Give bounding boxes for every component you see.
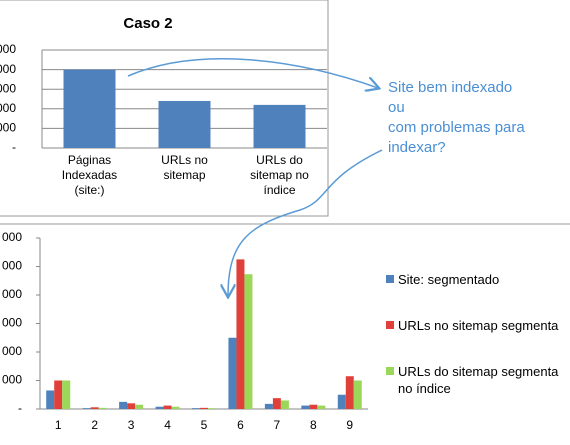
x-tick-label: URLs no sitemap (161, 153, 208, 182)
bar (119, 401, 128, 409)
x-tick-label: URLs do sitemap no índice (250, 153, 309, 197)
y-tick-label: 000 (0, 42, 16, 56)
bar (228, 337, 237, 409)
y-tick-label: 000 (0, 121, 16, 135)
annotation: Site bem indexado ou com problemas para … (388, 79, 525, 156)
bar (192, 408, 200, 409)
y-tick-label: 000 (2, 373, 22, 387)
x-tick-label: 8 (309, 418, 317, 432)
bar (236, 259, 245, 409)
bar (63, 69, 116, 148)
chart-frame (0, 223, 570, 445)
chart-title: Caso 2 (123, 15, 172, 32)
bar (345, 376, 354, 409)
bar (135, 404, 144, 409)
bar (280, 400, 289, 409)
bar (244, 274, 253, 409)
y-tick-label: 000 (2, 344, 22, 358)
legend-swatch (386, 321, 394, 329)
legend-swatch (386, 275, 394, 283)
bar (171, 406, 180, 409)
x-tick-label: 7 (273, 418, 281, 432)
bar (127, 403, 136, 409)
x-tick-label: 6 (237, 418, 244, 432)
legend-swatch (386, 367, 394, 375)
bar (337, 394, 346, 409)
y-tick-label: 000 (2, 287, 22, 301)
legend-label: Site: segmentado (398, 272, 500, 287)
bar (253, 104, 306, 148)
bar (208, 408, 216, 409)
bar (158, 100, 211, 148)
bar (301, 405, 310, 409)
x-tick-label: Páginas Indexadas (site:) (61, 153, 118, 197)
bar (272, 398, 281, 409)
x-tick-label: 5 (200, 418, 208, 432)
bar (46, 390, 55, 409)
bar (90, 407, 99, 409)
bar (163, 405, 172, 409)
y-tick-label: 000 (2, 230, 22, 244)
bar (317, 405, 326, 409)
bar (200, 407, 208, 409)
bar (54, 380, 63, 409)
y-tick-label: - (12, 140, 16, 154)
x-tick-label: 4 (164, 418, 171, 432)
bar (62, 380, 71, 409)
bar (309, 404, 318, 409)
y-tick-label: 000 (0, 81, 16, 95)
y-tick-label: 000 (0, 62, 16, 76)
y-tick-label: 000 (2, 316, 22, 330)
x-tick-label: 9 (346, 418, 354, 432)
y-tick-label: - (18, 401, 22, 415)
x-tick-label: 3 (127, 418, 135, 432)
x-tick-label: 1 (54, 418, 62, 432)
bar (353, 380, 362, 409)
bar (98, 407, 107, 409)
bar (264, 403, 273, 409)
legend-label: URLs do sitemap segmenta no índice (398, 364, 559, 396)
bar (155, 406, 164, 409)
bar (82, 408, 91, 409)
x-tick-label: 2 (91, 418, 98, 432)
y-tick-label: 000 (2, 259, 22, 273)
legend-label: URLs no sitemap segmenta (398, 318, 559, 333)
y-tick-label: 000 (0, 101, 16, 115)
